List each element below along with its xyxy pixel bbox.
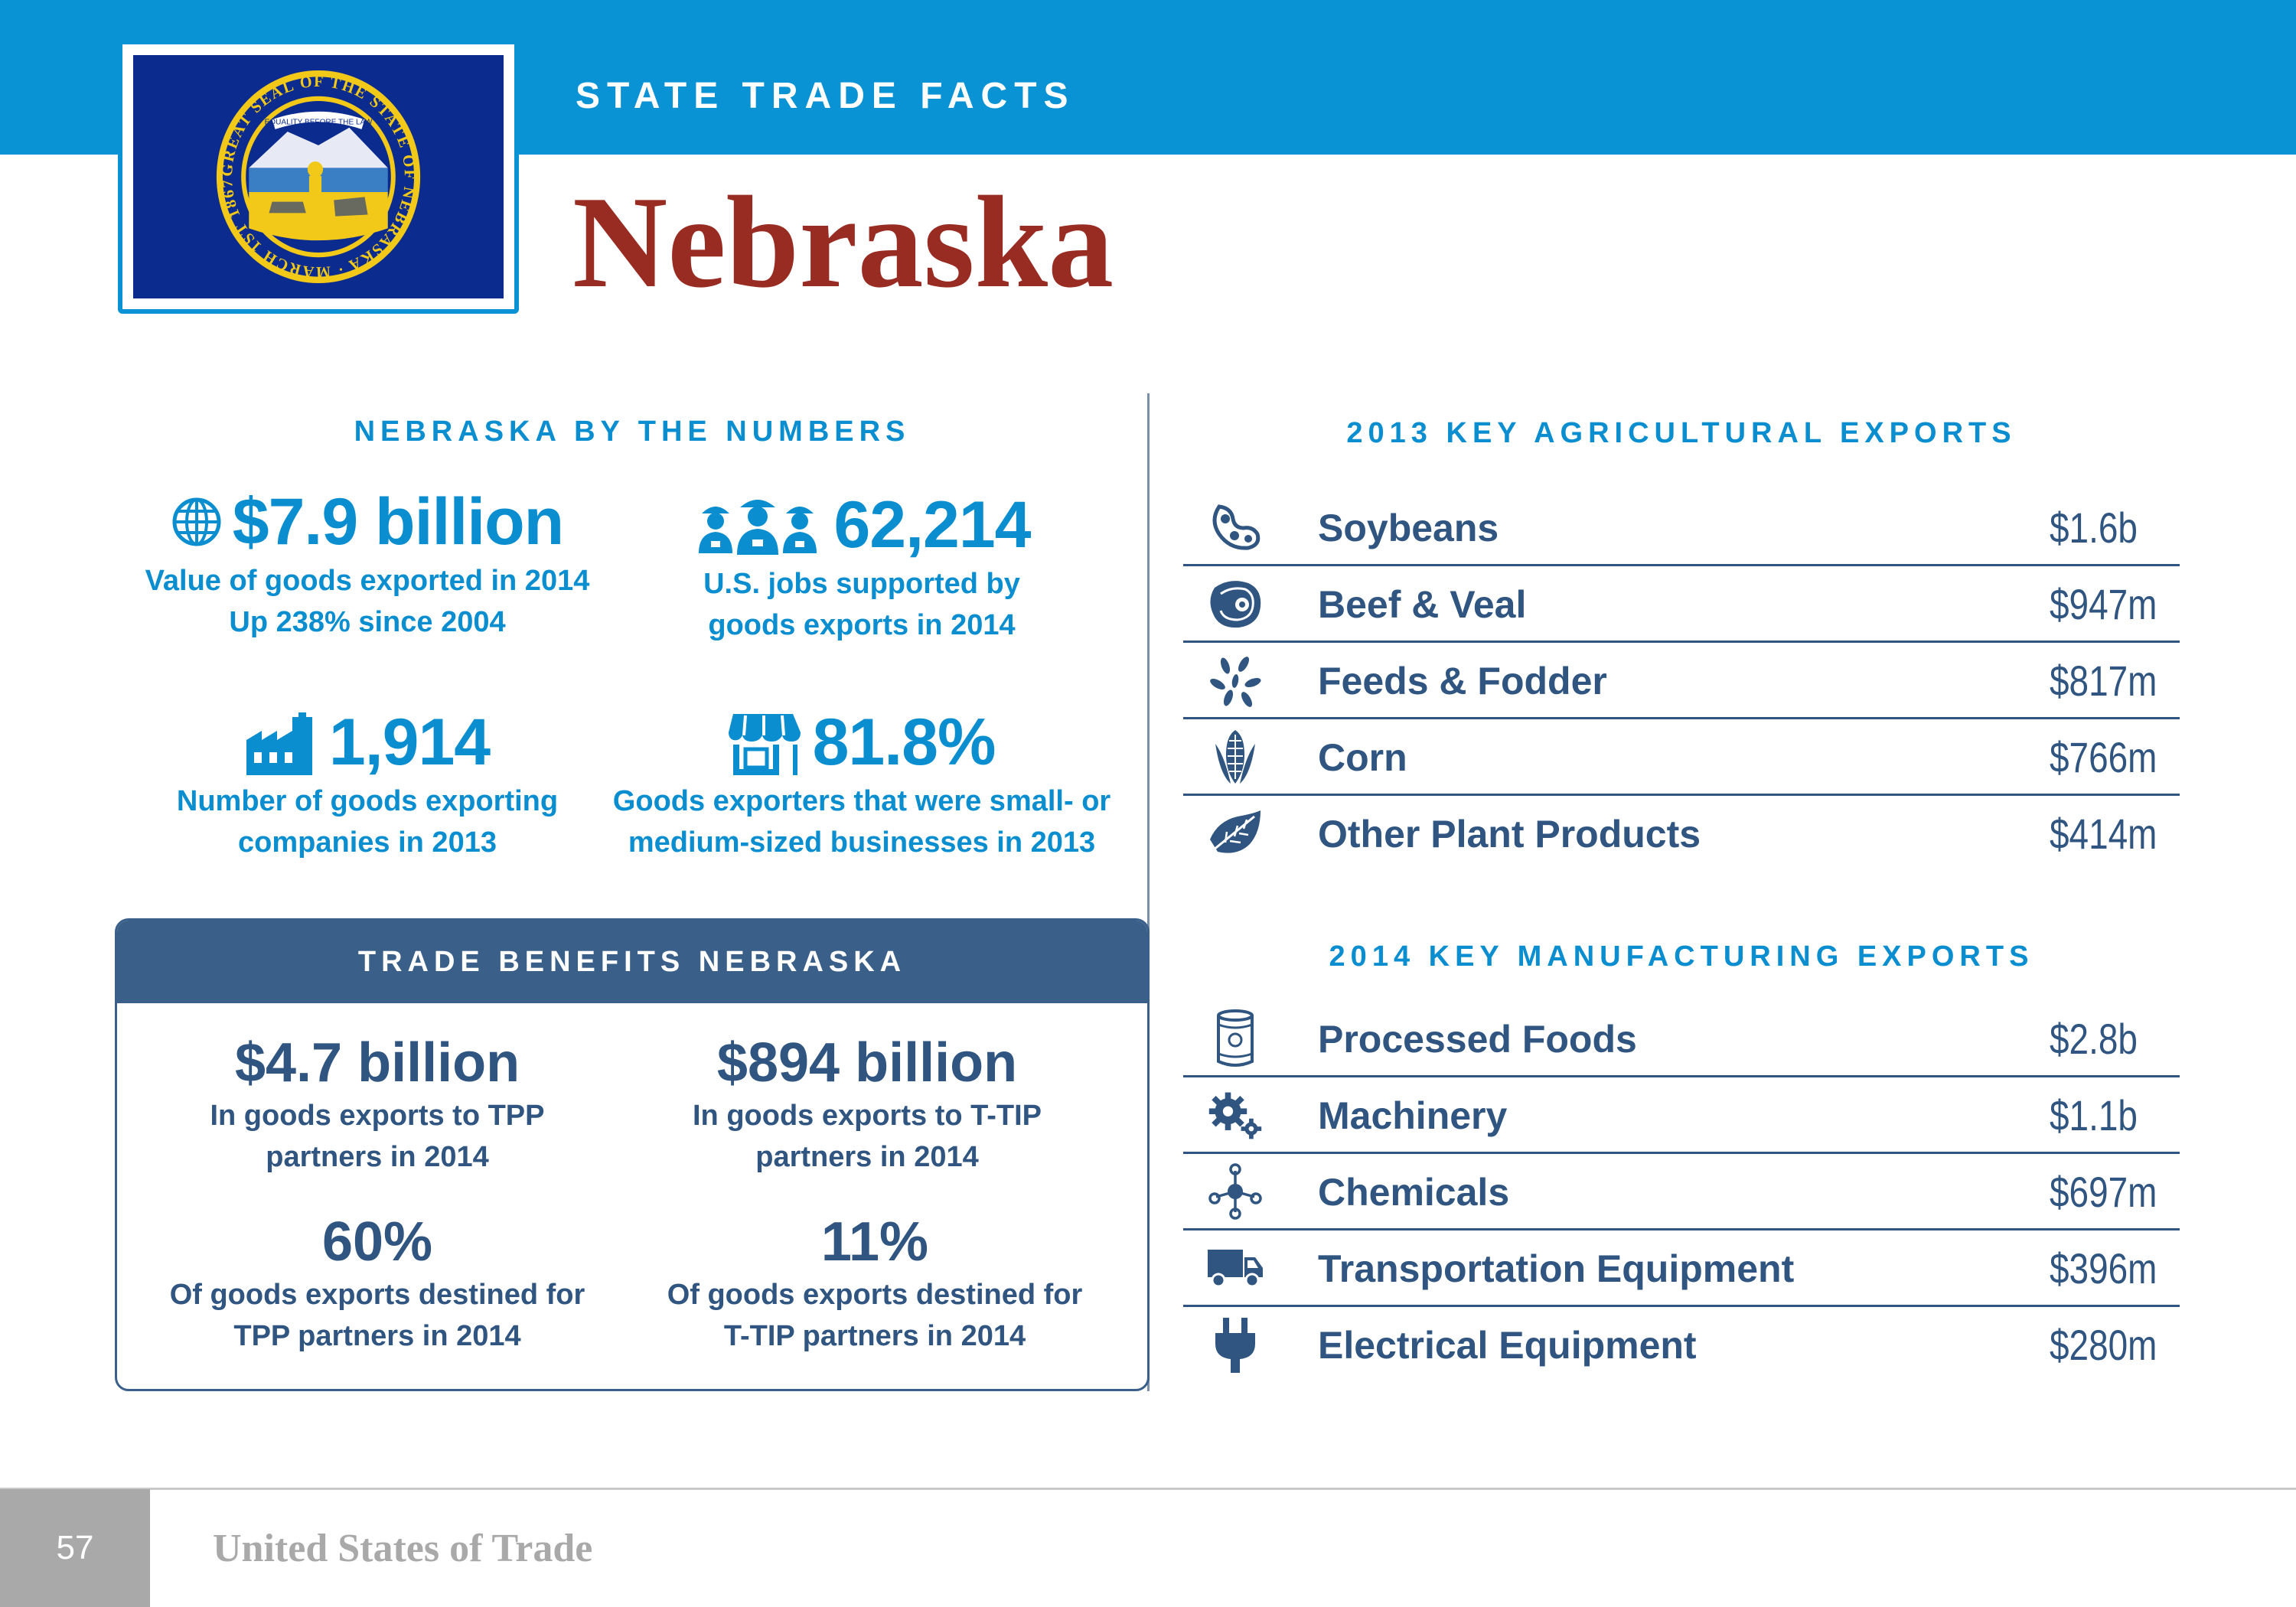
list-item: Beef & Veal $947m (1183, 566, 2180, 643)
factory-icon (245, 709, 318, 775)
trade-benefits-panel: TRADE BENEFITS NEBRASKA $4.7 billion In … (115, 918, 1150, 1391)
export-label: Machinery (1318, 1094, 1508, 1137)
benefit-desc-line: partners in 2014 (266, 1141, 489, 1173)
export-value: $414m (2050, 810, 2157, 858)
list-item: Soybeans $1.6b (1183, 490, 2180, 566)
benefit-value: $4.7 billion (234, 1032, 520, 1094)
stat-value: 1,914 (328, 706, 491, 779)
benefit-desc-line: In goods exports to TPP (210, 1100, 545, 1132)
export-value: $697m (2050, 1168, 2157, 1216)
section-label: STATE TRADE FACTS (576, 76, 1075, 116)
corn-icon (1206, 728, 1264, 786)
gears-icon (1206, 1086, 1264, 1144)
export-label: Other Plant Products (1318, 813, 1701, 856)
trade-benefits-header: TRADE BENEFITS NEBRASKA (117, 921, 1147, 1003)
globe-icon (171, 497, 222, 547)
footer-divider (0, 1488, 2296, 1490)
molecule-icon (1206, 1162, 1264, 1221)
stat-desc-line: Value of goods exported in 2014 (145, 565, 590, 597)
state-flag: GREAT SEAL OF THE STATE OF NEBRASKA · MA… (118, 40, 519, 314)
trade-benefits-title: TRADE BENEFITS NEBRASKA (357, 945, 907, 978)
benefit-desc-line: partners in 2014 (755, 1141, 979, 1173)
footer-title: United States of Trade (213, 1527, 593, 1570)
stat-desc-line: Goods exporters that were small- or (612, 785, 1111, 817)
export-value: $2.8b (2050, 1015, 2138, 1063)
grain-icon (1206, 651, 1264, 709)
stat-value: $7.9 billion (232, 485, 564, 559)
svg-text:EQUALITY BEFORE THE LAW: EQUALITY BEFORE THE LAW (265, 118, 373, 126)
leaf-icon (1206, 805, 1264, 863)
list-item: Processed Foods $2.8b (1183, 1001, 2180, 1077)
benefit-tpp-value: $4.7 billion In goods exports to TPP par… (140, 1031, 615, 1178)
can-icon (1206, 1009, 1264, 1068)
stat-small-business-share: 81.8% Goods exporters that were small- o… (609, 704, 1114, 863)
list-item: Corn $766m (1183, 719, 2180, 796)
export-label: Beef & Veal (1318, 583, 1527, 626)
benefit-desc-line: Of goods exports destined for (169, 1279, 585, 1311)
stat-value: 81.8% (812, 706, 996, 779)
stat-value: 62,214 (833, 488, 1031, 562)
list-item: Electrical Equipment $280m (1183, 1307, 2180, 1384)
stat-desc-line: companies in 2013 (238, 826, 497, 859)
stat-desc-line: Up 238% since 2004 (229, 606, 506, 638)
benefit-desc-line: T-TIP partners in 2014 (723, 1320, 1026, 1352)
list-item: Transportation Equipment $396m (1183, 1231, 2180, 1307)
soybean-icon (1206, 498, 1264, 556)
stat-export-value: $7.9 billion Value of goods exported in … (115, 484, 620, 643)
truck-icon (1206, 1239, 1264, 1297)
manufacturing-exports-list: Processed Foods $2.8b (1183, 1001, 2180, 1384)
state-seal-icon: GREAT SEAL OF THE STATE OF NEBRASKA · MA… (216, 70, 421, 283)
export-label: Electrical Equipment (1318, 1324, 1697, 1367)
export-value: $1.1b (2050, 1091, 2138, 1139)
page-title: Nebraska (572, 170, 1114, 315)
stat-exporting-companies: 1,914 Number of goods exporting companie… (115, 704, 620, 863)
export-value: $1.6b (2050, 504, 2138, 552)
export-label: Feeds & Fodder (1318, 660, 1607, 702)
export-label: Processed Foods (1318, 1018, 1637, 1061)
stat-jobs-supported: 62,214 U.S. jobs supported by goods expo… (609, 487, 1114, 646)
plug-icon (1206, 1316, 1264, 1374)
workers-icon (693, 495, 823, 555)
benefit-ttip-share: 11% Of goods exports destined for T-TIP … (638, 1210, 1112, 1357)
benefit-value: 11% (820, 1211, 929, 1273)
export-value: $766m (2050, 733, 2157, 781)
manufacturing-exports-title: 2014 KEY MANUFACTURING EXPORTS (1329, 940, 2034, 973)
flag-field: GREAT SEAL OF THE STATE OF NEBRASKA · MA… (133, 55, 504, 298)
storefront-icon (728, 709, 802, 775)
export-label: Chemicals (1318, 1171, 1510, 1214)
export-value: $817m (2050, 657, 2157, 705)
benefit-ttip-value: $894 billion In goods exports to T-TIP p… (630, 1031, 1104, 1178)
benefit-tpp-share: 60% Of goods exports destined for TPP pa… (140, 1210, 615, 1357)
benefit-desc-line: TPP partners in 2014 (233, 1320, 521, 1352)
list-item: Other Plant Products $414m (1183, 796, 2180, 872)
stat-desc-line: goods exports in 2014 (708, 609, 1016, 641)
export-label: Corn (1318, 736, 1407, 779)
benefit-desc-line: In goods exports to T-TIP (693, 1100, 1042, 1132)
list-item: Feeds & Fodder $817m (1183, 643, 2180, 719)
export-label: Transportation Equipment (1318, 1247, 1795, 1290)
steak-icon (1206, 575, 1264, 633)
list-item: Machinery $1.1b (1183, 1077, 2180, 1154)
by-numbers-title: NEBRASKA BY THE NUMBERS (354, 416, 911, 448)
benefit-desc-line: Of goods exports destined for (667, 1279, 1083, 1311)
list-item: Chemicals $697m (1183, 1154, 2180, 1231)
stat-desc-line: medium-sized businesses in 2013 (628, 826, 1096, 859)
export-label: Soybeans (1318, 507, 1499, 549)
export-value: $396m (2050, 1244, 2157, 1292)
agricultural-exports-list: Soybeans $1.6b Beef & Veal $947m (1183, 490, 2180, 872)
benefit-value: 60% (321, 1211, 433, 1273)
stat-desc-line: Number of goods exporting (176, 785, 559, 817)
export-value: $947m (2050, 580, 2157, 628)
page-number: 57 (56, 1529, 94, 1566)
stat-desc-line: U.S. jobs supported by (703, 568, 1020, 600)
column-divider (1147, 393, 1150, 1391)
export-value: $280m (2050, 1321, 2157, 1369)
benefit-value: $894 billion (716, 1032, 1018, 1094)
page-number-badge: 57 (0, 1489, 150, 1607)
agricultural-exports-title: 2013 KEY AGRICULTURAL EXPORTS (1346, 417, 2017, 449)
